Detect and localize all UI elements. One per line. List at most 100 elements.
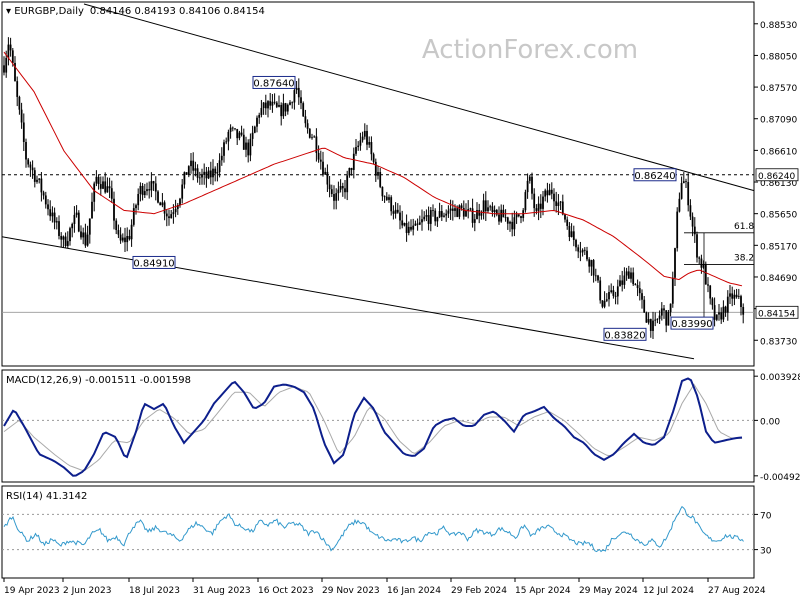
candle-body: [669, 303, 672, 312]
candle-body: [209, 170, 212, 178]
candle-body: [724, 306, 727, 313]
candle-body: [687, 182, 690, 206]
candle-body: [579, 251, 582, 253]
candle-body: [539, 203, 542, 209]
candle-body: [385, 196, 388, 200]
annotation-box: [670, 316, 714, 330]
candle-body: [124, 237, 126, 243]
price-panel-frame: [1, 1, 755, 367]
candle-body: [601, 300, 604, 307]
candle-body: [42, 192, 45, 196]
candle-body: [456, 208, 459, 217]
macd-tick-label: 0.003928: [760, 373, 800, 383]
candle-body: [359, 140, 362, 146]
candle-body: [658, 315, 661, 319]
candle-body: [119, 234, 122, 241]
candle-body: [566, 219, 569, 226]
candle-body: [594, 275, 597, 277]
candle-body: [581, 249, 584, 253]
candle-body: [396, 209, 399, 213]
candle-body: [623, 275, 626, 285]
x-tick-label: 16 Oct 2023: [258, 586, 314, 596]
candle-body: [438, 211, 441, 218]
price-tick-label: 0.87570: [760, 84, 797, 94]
candle-body: [172, 212, 175, 215]
candle-body: [216, 172, 219, 174]
candle-body: [467, 209, 470, 211]
annotation-label: 0.83990: [671, 319, 712, 330]
macd-tick-label: 0.00: [760, 417, 780, 427]
candle-body: [544, 190, 547, 197]
candle-body: [33, 170, 36, 182]
candle-body: [715, 314, 718, 320]
macd-signal-line: [3, 383, 742, 471]
candle-body: [735, 294, 738, 297]
candle-body: [291, 102, 294, 104]
candle-body: [559, 201, 562, 203]
candle-body: [676, 211, 679, 249]
candle-body: [711, 298, 714, 306]
candle-body: [388, 197, 390, 200]
candle-body: [220, 155, 223, 161]
candle-body: [66, 241, 69, 246]
candle-body: [599, 280, 602, 301]
candle-body: [126, 236, 129, 243]
candle-body: [29, 164, 32, 168]
candle-body: [5, 57, 8, 73]
candle-body: [416, 223, 419, 225]
current-price-box: [755, 305, 799, 319]
candle-body: [533, 193, 536, 209]
candle-body: [132, 208, 135, 225]
watermark: ActionForex.com: [422, 35, 638, 65]
candle-body: [258, 114, 261, 118]
candle-body: [487, 207, 489, 212]
macd-line: [3, 377, 743, 477]
candle-body: [436, 217, 439, 222]
candle-body: [170, 214, 173, 219]
candle-body: [654, 319, 657, 321]
candle-body: [62, 236, 65, 240]
annotation-box: [132, 255, 176, 269]
candle-body: [295, 87, 298, 91]
candle-body: [636, 285, 639, 289]
candle-body: [528, 176, 531, 181]
candle-body: [185, 172, 188, 175]
candle-body: [51, 212, 54, 217]
macd-tick-label: -0.004929: [760, 473, 800, 483]
candle-body: [20, 109, 23, 123]
candle-body: [176, 205, 179, 209]
candle-body: [9, 44, 12, 51]
candle-body: [93, 183, 96, 202]
candle-body: [108, 186, 111, 189]
annotation-label: 0.84910: [133, 258, 174, 269]
candle-body: [225, 141, 228, 143]
candle-body: [451, 208, 454, 211]
candle-body: [368, 142, 371, 145]
rsi-label: RSI(14) 41.3142: [6, 491, 87, 502]
candle-body: [682, 181, 685, 184]
candle-body: [262, 102, 265, 109]
candle-body: [198, 177, 201, 179]
candle-body: [282, 103, 285, 117]
candle-body: [55, 221, 58, 223]
candle-body: [572, 231, 575, 240]
candle-body: [583, 249, 586, 251]
annotation-label: 0.83820: [604, 330, 645, 341]
symbol-title: EURGBP,Daily: [14, 6, 84, 17]
macd-layer: [2, 377, 754, 477]
candle-body: [7, 44, 10, 58]
candle-body: [535, 208, 538, 211]
candle-body: [394, 209, 397, 214]
candle-body: [322, 161, 324, 175]
candle-body: [18, 96, 21, 110]
annotation-label: 0.86240: [634, 171, 675, 182]
candle-body: [135, 205, 137, 209]
x-tick-label: 27 Aug 2024: [708, 586, 766, 596]
candle-body: [3, 65, 5, 73]
candle-body: [383, 196, 386, 198]
candle-body: [242, 134, 245, 150]
candle-body: [341, 186, 344, 189]
candle-body: [84, 232, 87, 246]
candle-body: [524, 192, 527, 211]
